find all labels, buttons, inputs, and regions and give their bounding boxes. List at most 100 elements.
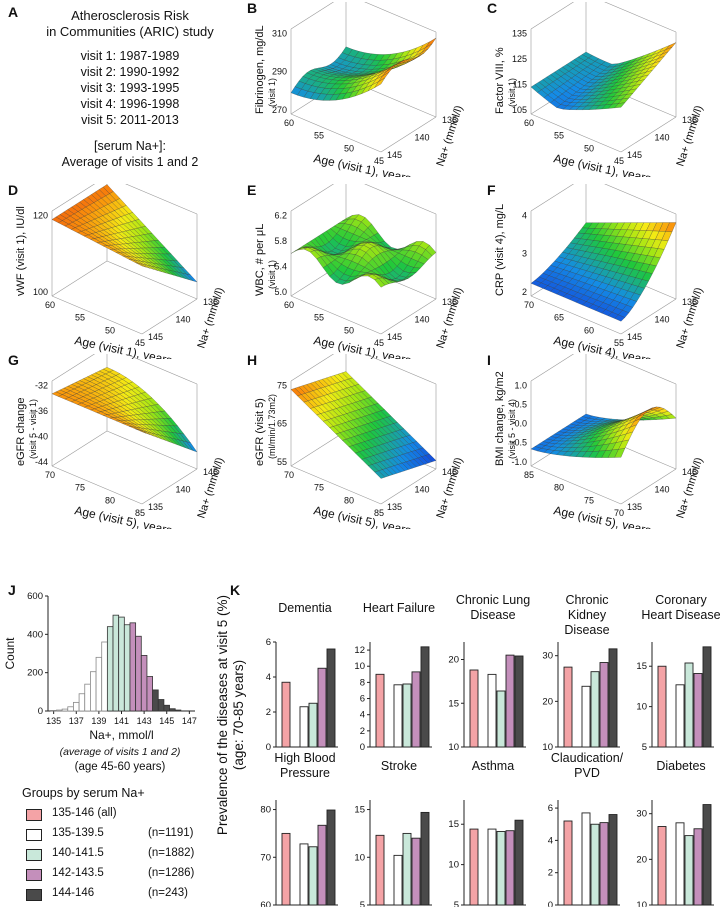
y-tick-label: 30 (542, 651, 553, 662)
histogram-bar (129, 622, 137, 712)
disease-bar (308, 846, 318, 906)
x-tick-label: 85 (135, 508, 145, 518)
disease-bar (505, 654, 515, 748)
frame-line (51, 430, 108, 467)
x-tick-label: 60 (284, 300, 294, 310)
histogram-bar (135, 635, 142, 712)
z-tick-label: 2 (522, 287, 527, 297)
x-axis-label: Na+, mmol/l (89, 728, 153, 742)
na-note-line1: [serum Na+]: (94, 139, 166, 153)
panel-a-title-line1: Atherosclerosis Risk (71, 8, 189, 23)
disease-bar (675, 822, 685, 906)
y-tick-label: 10 (354, 661, 365, 672)
legend: 135-146 (all) 135-139.5 (n=1191) 140-141.5 (… (26, 806, 216, 906)
z-axis-label: WBC, # per μL (254, 224, 266, 296)
y-tick-label: 12 (354, 645, 365, 656)
histogram-bar (95, 656, 103, 712)
y-tick-label: 15 (636, 661, 647, 672)
x-tick-label: 145 (159, 716, 174, 726)
x-tick-label: 70 (284, 470, 294, 480)
y-tick-label: 145 (682, 467, 697, 477)
surface-cell (425, 37, 437, 48)
histogram-bar (50, 710, 57, 712)
legend-title: Groups by serum Na+ (22, 786, 145, 800)
disease-chart: Heart Failure 12 10 8 6 4 2 0 (354, 601, 435, 753)
y-tick-label: 30 (636, 809, 647, 820)
frame-line (530, 465, 622, 505)
histogram-notes: (average of visits 1 and 2) (age 45-60 y… (40, 745, 200, 774)
x-tick-label: 55 (554, 131, 564, 141)
z-tick-label: 100 (33, 287, 48, 297)
frame-line (380, 116, 437, 153)
surface-cell (135, 428, 146, 434)
frame-line (530, 354, 574, 382)
disease-bar (657, 665, 667, 748)
surface-mesh (290, 214, 437, 288)
legend-count: (n=1882) (148, 847, 195, 859)
x-tick-label: 45 (374, 156, 384, 166)
y-tick-label: 10 (636, 900, 647, 907)
frame-line (380, 468, 437, 505)
legend-label: 142-143.5 (52, 867, 104, 879)
x-tick-label: 60 (584, 325, 594, 335)
disease-bar (599, 822, 609, 906)
disease-title: Diabetes (656, 759, 705, 773)
disease-title: Disease (470, 608, 515, 622)
y-tick-label: 140 (176, 485, 191, 495)
panel-label-k: K (230, 582, 241, 598)
histogram-bar (67, 706, 74, 712)
frame-line (290, 2, 334, 30)
z-tick-label: -1.0 (511, 457, 527, 467)
y-tick-label: 5 (454, 900, 459, 907)
y-tick-label: 0 (548, 900, 553, 907)
y-tick-label: 70 (260, 852, 271, 863)
histogram-bar (118, 616, 125, 712)
disease-title: Coronary (655, 593, 707, 607)
y-tick-label: 10 (542, 742, 553, 753)
z-tick-label: 125 (512, 54, 527, 64)
disease-chart: Claudication/PVD 6 4 2 0 (548, 751, 624, 907)
surface-mesh (530, 222, 677, 322)
panel-a-text: Atherosclerosis Risk in Communities (ARI… (30, 8, 230, 170)
histogram-bar (163, 704, 170, 712)
x-tick-label: 50 (344, 325, 354, 335)
y-tick-label: 8 (360, 677, 365, 688)
visit-line: visit 1: 1987-1989 (80, 49, 180, 63)
z-axis-sublabel: (visit 1) (267, 260, 277, 289)
histogram-bar (169, 708, 176, 712)
disease-bar (563, 666, 573, 748)
disease-title: Heart Disease (641, 608, 720, 622)
z-tick-label: 3 (522, 249, 527, 259)
disease-bar (487, 828, 497, 906)
surface-frame (290, 2, 437, 153)
y-tick-label: 135 (148, 502, 163, 512)
z-tick-label: -32 (35, 380, 48, 390)
disease-bar (326, 648, 336, 748)
surface-mesh (290, 371, 437, 479)
y-tick-label: 0 (360, 742, 365, 753)
y-tick-label: 145 (148, 332, 163, 342)
disease-title: Pressure (280, 766, 330, 780)
disease-bar (702, 646, 712, 748)
histogram-note-average: (average of visits 1 and 2) (59, 746, 181, 758)
panel-k-ylabel-line1: Prevalence of the diseases at visit 5 (%… (215, 594, 230, 836)
x-tick-label: 80 (105, 495, 115, 505)
histogram-bar (152, 689, 159, 712)
x-tick-label: 50 (105, 325, 115, 335)
frame-line (364, 2, 437, 33)
panel-a-title-line2: in Communities (ARIC) study (46, 24, 214, 39)
z-tick-label: 1.0 (514, 380, 527, 390)
disease-title: Heart Failure (363, 601, 435, 615)
y-tick-label: 145 (387, 150, 402, 160)
x-tick-label: 70 (45, 470, 55, 480)
legend-label: 135-139.5 (52, 827, 104, 839)
frame-line (290, 295, 382, 335)
legend-label: 135-146 (all) (52, 807, 117, 819)
histogram-bar (157, 699, 165, 712)
frame-line (290, 354, 334, 382)
frame-line (530, 295, 622, 335)
z-tick-label: 75 (277, 380, 287, 390)
